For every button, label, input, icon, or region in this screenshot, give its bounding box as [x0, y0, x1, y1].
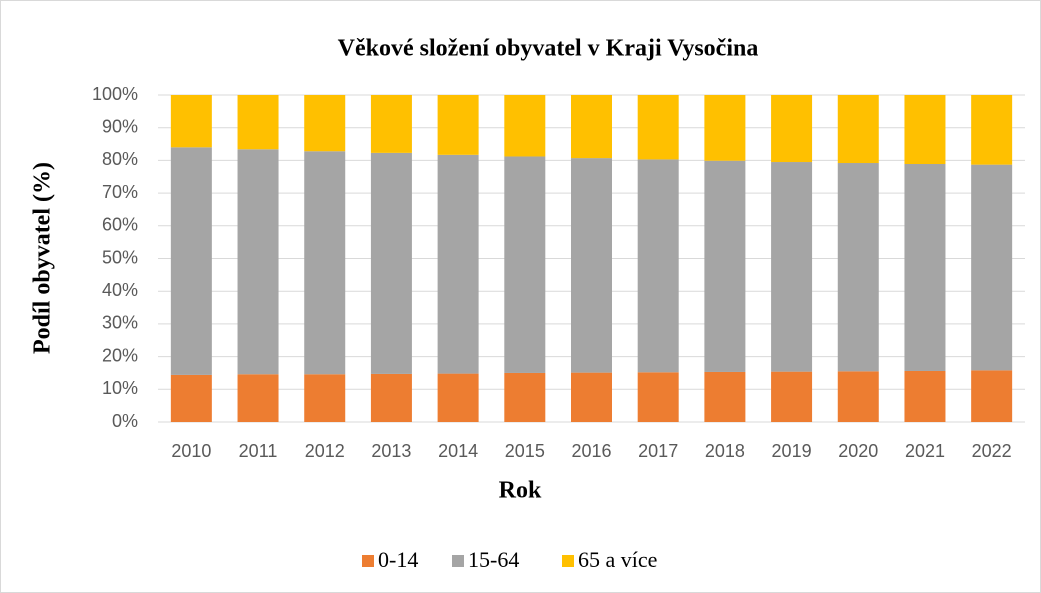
legend-label: 15-64: [468, 547, 519, 572]
x-tick-label: 2012: [305, 441, 345, 461]
y-tick-label: 80%: [102, 149, 138, 169]
chart-title: Věkové složení obyvatel v Kraji Vysočina: [338, 36, 759, 62]
bar-segment: [571, 158, 612, 373]
bar-segment: [370, 152, 412, 374]
bar-segment: [170, 147, 212, 375]
x-tick-label: 2019: [772, 441, 812, 461]
legend-swatch: [362, 555, 374, 567]
bar-segment: [304, 151, 346, 375]
bar-segment: [437, 154, 479, 374]
y-tick-label: 20%: [102, 345, 138, 365]
bar-segment: [771, 95, 813, 163]
y-tick-label: 50%: [102, 247, 138, 267]
y-tick-label: 70%: [102, 182, 138, 202]
x-tick-label: 2016: [571, 441, 611, 461]
y-tick-label: 30%: [102, 313, 138, 333]
x-tick-label: 2018: [705, 441, 745, 461]
x-axis-label: Rok: [499, 478, 542, 504]
bar-segment: [304, 95, 346, 152]
bar-segment: [704, 371, 746, 422]
y-tick-label: 40%: [102, 280, 138, 300]
y-tick-label: 0%: [112, 411, 138, 431]
bar-segment: [971, 164, 1013, 371]
x-tick-label: 2021: [905, 441, 945, 461]
bar-segment: [637, 159, 679, 373]
bar-segment: [637, 95, 679, 160]
x-tick-label: 2014: [438, 441, 478, 461]
legend-swatch: [562, 555, 574, 567]
bar-segment: [904, 163, 946, 371]
bar-segment: [237, 95, 279, 150]
legend-label: 65 a více: [578, 547, 657, 572]
bar-segment: [237, 374, 279, 422]
bar-segment: [904, 95, 946, 164]
bar-segment: [837, 371, 879, 422]
bar-segment: [504, 156, 546, 373]
bar-segment: [837, 95, 879, 164]
x-tick-label: 2022: [972, 441, 1012, 461]
bar-segment: [504, 372, 546, 422]
bar-segment: [571, 95, 612, 159]
bar-segment: [771, 162, 813, 372]
x-tick-label: 2015: [505, 441, 545, 461]
bar-segment: [904, 370, 946, 422]
bar-segment: [437, 373, 479, 422]
bar-segment: [370, 373, 412, 422]
y-tick-label: 100%: [92, 84, 138, 104]
x-tick-label: 2017: [638, 441, 678, 461]
x-tick-label: 2013: [371, 441, 411, 461]
bar-segment: [437, 95, 479, 155]
bar-segment: [771, 371, 813, 422]
bar-segment: [837, 163, 879, 372]
bar-segment: [637, 372, 679, 422]
legend-swatch: [452, 555, 464, 567]
bar-segment: [304, 374, 346, 422]
bar-segment: [971, 95, 1013, 165]
bar-segment: [170, 374, 212, 422]
y-tick-label: 90%: [102, 116, 138, 136]
bar-segment: [971, 370, 1013, 422]
y-tick-label: 60%: [102, 215, 138, 235]
x-tick-label: 2010: [171, 441, 211, 461]
bar-segment: [571, 372, 612, 422]
bar-segment: [237, 149, 279, 375]
bar-segment: [504, 95, 546, 157]
x-tick-label: 2020: [838, 441, 878, 461]
bar-segment: [370, 95, 412, 153]
y-axis-label: Podíl obyvatel (%): [30, 162, 56, 354]
x-tick-label: 2011: [239, 441, 278, 461]
bar-segment: [170, 95, 212, 148]
bar-segment: [704, 160, 746, 372]
y-tick-label: 10%: [102, 378, 138, 398]
legend-label: 0-14: [378, 547, 418, 572]
bar-segment: [704, 95, 746, 161]
